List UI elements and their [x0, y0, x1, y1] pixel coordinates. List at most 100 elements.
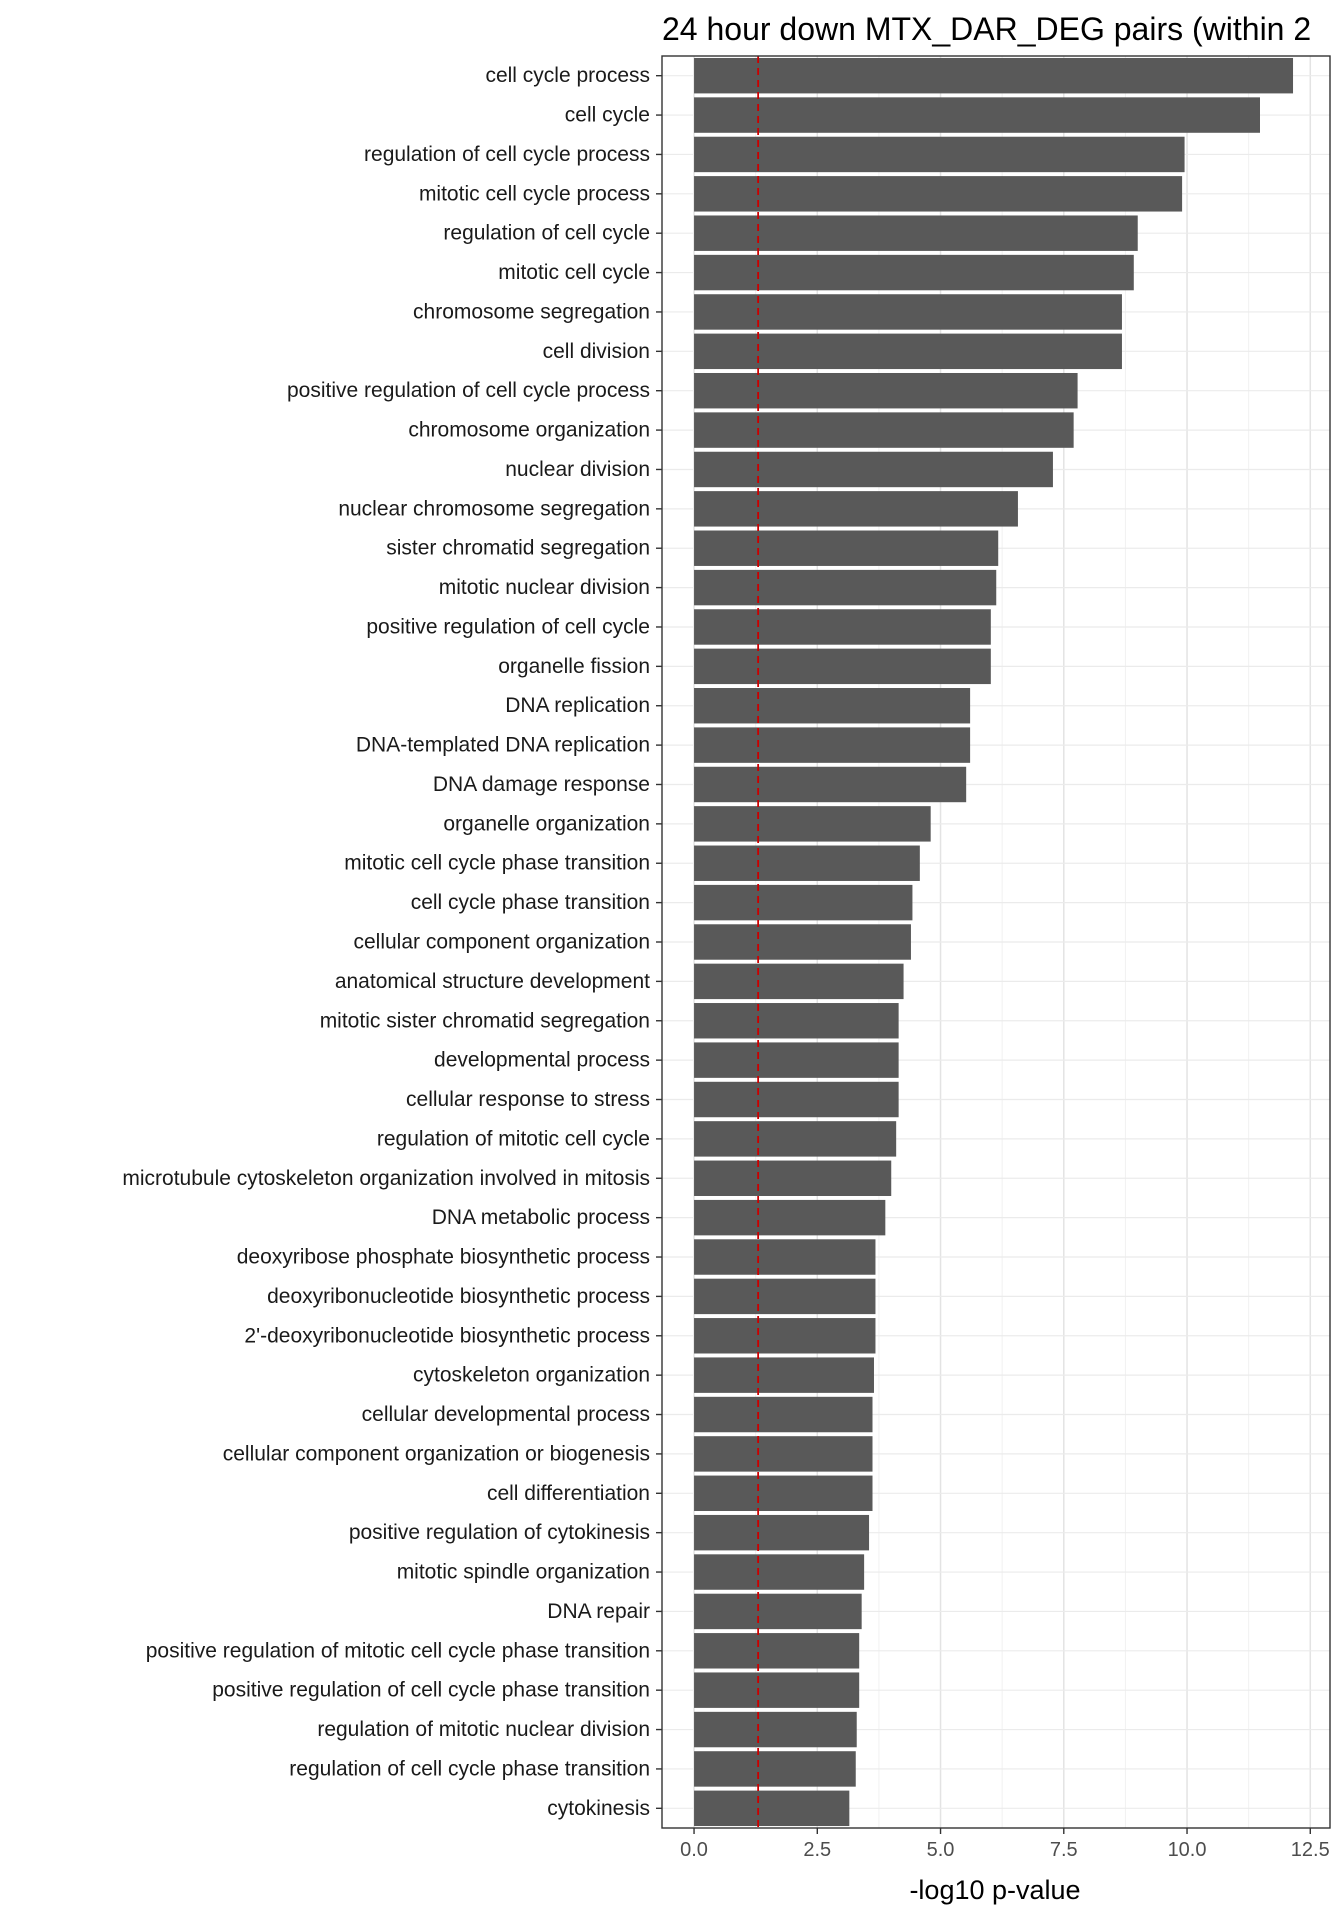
category-label: mitotic cell cycle — [498, 261, 650, 284]
bar — [694, 372, 1078, 409]
bar — [694, 806, 931, 842]
category-label: deoxyribose phosphate biosynthetic proce… — [237, 1246, 650, 1269]
bar — [694, 333, 1122, 370]
bar — [694, 491, 1018, 527]
category-label: DNA-templated DNA replication — [356, 734, 650, 757]
bar — [694, 569, 997, 606]
bar — [694, 1790, 850, 1827]
category-label: mitotic spindle organization — [397, 1561, 650, 1584]
bar — [694, 254, 1134, 291]
x-tick-label: 12.5 — [1291, 1839, 1330, 1861]
bar — [694, 1318, 876, 1354]
category-label: positive regulation of cytokinesis — [349, 1521, 650, 1544]
bar — [694, 1593, 862, 1630]
bar — [694, 727, 971, 763]
bar — [694, 1199, 886, 1236]
category-label: chromosome organization — [408, 419, 650, 442]
bar — [694, 412, 1074, 448]
category-label: DNA metabolic process — [432, 1206, 650, 1229]
category-label: mitotic cell cycle phase transition — [344, 852, 650, 875]
bar — [694, 1003, 899, 1039]
x-axis-ticks: 0.0 2.5 5.0 7.5 10.0 12.5 — [680, 1828, 1330, 1861]
category-label: DNA repair — [547, 1600, 650, 1623]
category-labels: cell cycle process cell cycle regulation o… — [122, 64, 662, 1820]
category-label: cellular developmental process — [362, 1403, 650, 1426]
x-tick-label: 5.0 — [927, 1839, 955, 1861]
bar — [694, 884, 913, 921]
category-label: cell cycle — [565, 104, 650, 127]
bar — [694, 136, 1185, 173]
category-label: DNA replication — [505, 694, 650, 717]
category-label: cell cycle process — [485, 64, 650, 87]
bar — [694, 97, 1260, 133]
x-axis-title: -log10 p-value — [909, 1875, 1080, 1905]
category-label: cytokinesis — [547, 1797, 650, 1820]
category-label: positive regulation of mitotic cell cycl… — [146, 1639, 650, 1662]
bar — [694, 1514, 870, 1551]
category-label: developmental process — [434, 1049, 650, 1072]
category-label: organelle organization — [443, 812, 650, 835]
category-label: cellular component organization — [353, 931, 650, 954]
bar — [694, 1160, 892, 1196]
category-label: mitotic nuclear division — [439, 576, 650, 599]
bar — [694, 648, 991, 685]
category-label: regulation of cell cycle — [443, 222, 650, 245]
bar — [694, 1042, 899, 1078]
category-label: mitotic sister chromatid segregation — [320, 1009, 650, 1032]
category-label: mitotic cell cycle process — [419, 182, 650, 205]
x-tick-label: 2.5 — [803, 1839, 831, 1861]
bar — [694, 1357, 874, 1393]
bar — [694, 1711, 857, 1748]
category-label: chromosome segregation — [413, 300, 650, 323]
category-label: regulation of mitotic nuclear division — [317, 1718, 650, 1741]
category-label: microtubule cytoskeleton organization in… — [122, 1167, 650, 1190]
category-label: cell cycle phase transition — [411, 891, 650, 914]
category-label: DNA damage response — [433, 773, 650, 796]
bar — [694, 176, 1183, 212]
bar — [694, 530, 999, 566]
bar — [694, 688, 971, 724]
category-label: positive regulation of cell cycle phase … — [212, 1679, 650, 1702]
category-label: cell division — [543, 340, 650, 363]
bar — [694, 1475, 873, 1512]
bar — [694, 963, 904, 1000]
bar — [694, 609, 991, 645]
chart-title: 24 hour down MTX_DAR_DEG pairs (within 2 — [662, 11, 1311, 47]
bar — [694, 1396, 873, 1433]
bar — [694, 1633, 860, 1669]
category-label: nuclear division — [505, 458, 650, 481]
category-label: organelle fission — [498, 655, 650, 678]
bar — [694, 1278, 876, 1315]
category-label: positive regulation of cell cycle proces… — [287, 379, 650, 402]
category-label: regulation of mitotic cell cycle — [377, 1127, 650, 1150]
bar — [694, 1672, 860, 1708]
bar — [694, 215, 1138, 251]
bar — [694, 845, 920, 881]
bar — [694, 1081, 899, 1118]
category-label: nuclear chromosome segregation — [338, 497, 650, 520]
category-label: cell differentiation — [487, 1482, 650, 1505]
bar — [694, 294, 1122, 330]
category-label: cellular response to stress — [406, 1088, 650, 1111]
bar — [694, 766, 967, 803]
bar — [694, 1239, 876, 1275]
category-label: regulation of cell cycle process — [364, 143, 650, 166]
bar — [694, 57, 1294, 94]
x-tick-label: 0.0 — [680, 1839, 708, 1861]
category-label: positive regulation of cell cycle — [366, 615, 650, 638]
category-label: sister chromatid segregation — [386, 537, 650, 560]
category-label: anatomical structure development — [335, 970, 650, 993]
x-tick-label: 10.0 — [1168, 1839, 1207, 1861]
category-label: 2'-deoxyribonucleotide biosynthetic proc… — [244, 1324, 650, 1347]
category-label: regulation of cell cycle phase transitio… — [289, 1757, 650, 1780]
category-label: deoxyribonucleotide biosynthetic process — [267, 1285, 650, 1308]
bar — [694, 451, 1053, 488]
bar — [694, 1554, 865, 1590]
bar — [694, 1751, 856, 1787]
category-label: cellular component organization or bioge… — [223, 1442, 650, 1465]
bar — [694, 1436, 873, 1472]
category-label: cytoskeleton organization — [413, 1364, 650, 1387]
bar — [694, 1121, 897, 1157]
